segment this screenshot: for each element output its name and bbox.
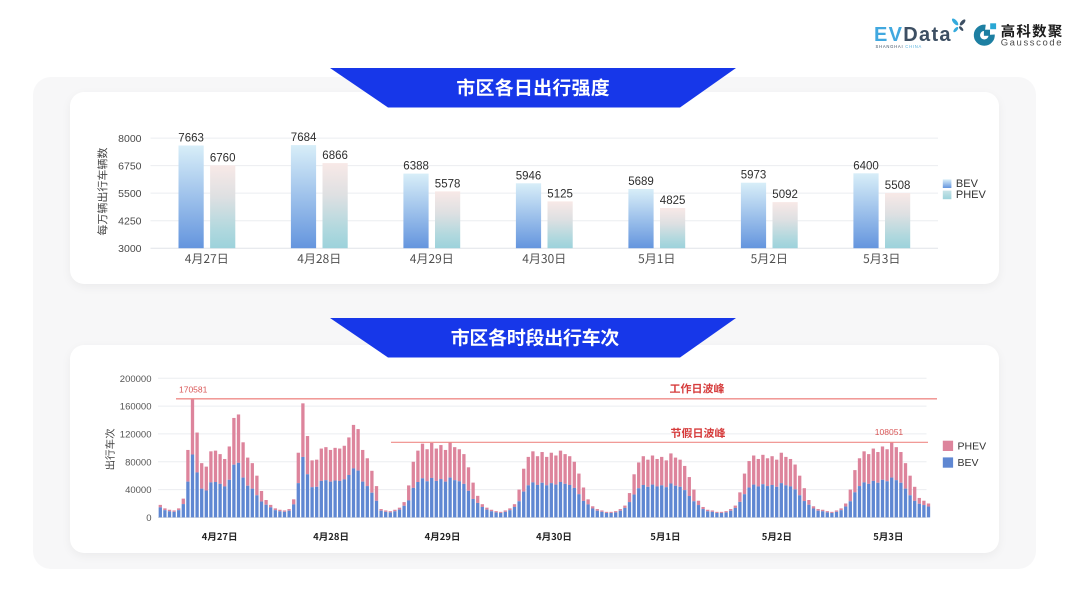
svg-text:40000: 40000 bbox=[125, 485, 151, 496]
svg-text:6760: 6760 bbox=[210, 152, 236, 164]
svg-text:120000: 120000 bbox=[120, 429, 152, 440]
svg-text:SHANGHAI CHINA: SHANGHAI CHINA bbox=[876, 44, 923, 49]
svg-text:0: 0 bbox=[146, 513, 151, 524]
svg-text:7663: 7663 bbox=[178, 133, 204, 145]
svg-text:4825: 4825 bbox=[660, 195, 686, 207]
svg-text:PHEV: PHEV bbox=[958, 441, 987, 453]
svg-text:5500: 5500 bbox=[118, 188, 142, 200]
svg-text:5689: 5689 bbox=[628, 176, 654, 188]
svg-text:4250: 4250 bbox=[118, 216, 142, 228]
svg-text:6866: 6866 bbox=[322, 150, 348, 162]
svg-text:5508: 5508 bbox=[885, 180, 911, 192]
svg-text:EVData: EVData bbox=[874, 24, 952, 46]
svg-text:160000: 160000 bbox=[120, 402, 152, 413]
svg-text:5578: 5578 bbox=[435, 178, 461, 190]
svg-text:170581: 170581 bbox=[179, 384, 208, 394]
svg-text:3000: 3000 bbox=[118, 243, 142, 255]
svg-text:5946: 5946 bbox=[516, 170, 542, 182]
svg-text:6400: 6400 bbox=[853, 160, 879, 172]
svg-text:Gausscode: Gausscode bbox=[1001, 37, 1063, 48]
svg-text:8000: 8000 bbox=[118, 133, 142, 145]
svg-text:200000: 200000 bbox=[120, 374, 152, 385]
svg-text:PHEV: PHEV bbox=[956, 189, 987, 201]
svg-text:5092: 5092 bbox=[772, 189, 798, 201]
svg-text:6750: 6750 bbox=[118, 160, 142, 172]
svg-text:BEV: BEV bbox=[956, 178, 979, 190]
svg-text:7684: 7684 bbox=[291, 132, 317, 144]
svg-text:5973: 5973 bbox=[741, 170, 767, 182]
svg-text:5125: 5125 bbox=[547, 188, 573, 200]
svg-text:BEV: BEV bbox=[958, 457, 979, 469]
svg-text:108051: 108051 bbox=[875, 427, 904, 437]
svg-text:80000: 80000 bbox=[125, 457, 151, 468]
svg-text:6388: 6388 bbox=[403, 161, 429, 173]
